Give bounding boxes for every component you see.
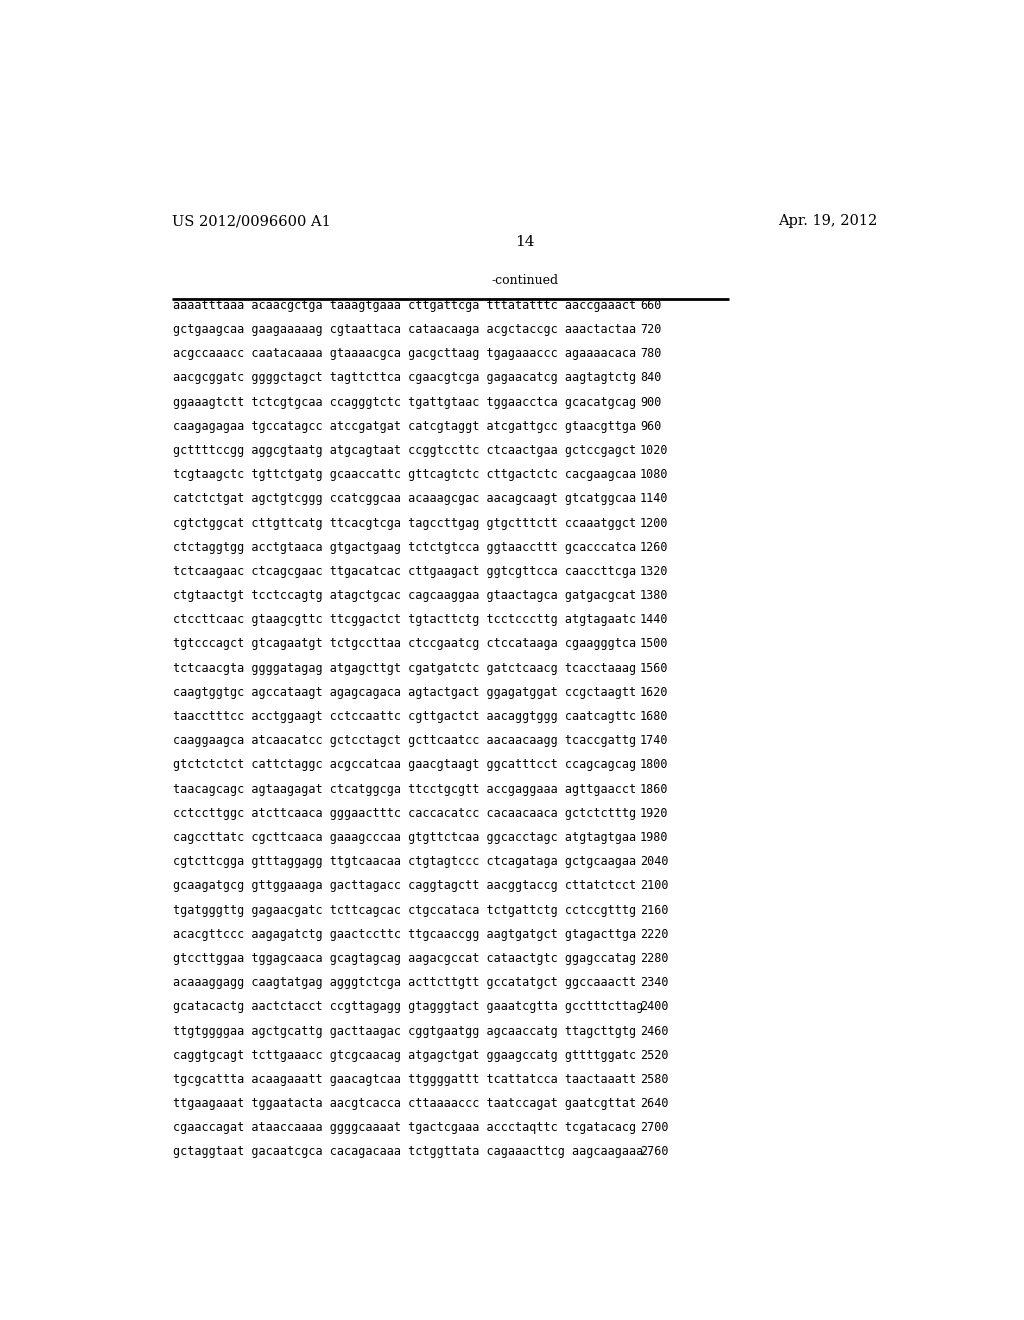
Text: 1680: 1680 [640, 710, 669, 723]
Text: ggaaagtctt tctcgtgcaa ccagggtctc tgattgtaac tggaacctca gcacatgcag: ggaaagtctt tctcgtgcaa ccagggtctc tgattgt… [173, 396, 636, 409]
Text: acgccaaacc caatacaaaa gtaaaacgca gacgcttaag tgagaaaccc agaaaacaca: acgccaaacc caatacaaaa gtaaaacgca gacgctt… [173, 347, 636, 360]
Text: caggtgcagt tcttgaaacc gtcgcaacag atgagctgat ggaagccatg gttttggatc: caggtgcagt tcttgaaacc gtcgcaacag atgagct… [173, 1048, 636, 1061]
Text: -continued: -continued [492, 275, 558, 288]
Text: tcgtaagctc tgttctgatg gcaaccattc gttcagtctc cttgactctc cacgaagcaa: tcgtaagctc tgttctgatg gcaaccattc gttcagt… [173, 469, 636, 482]
Text: 840: 840 [640, 371, 662, 384]
Text: 2220: 2220 [640, 928, 669, 941]
Text: cagccttatc cgcttcaaca gaaagcccaa gtgttctcaa ggcacctagc atgtagtgaa: cagccttatc cgcttcaaca gaaagcccaa gtgttct… [173, 832, 636, 843]
Text: caagagagaa tgccatagcc atccgatgat catcgtaggt atcgattgcc gtaacgttga: caagagagaa tgccatagcc atccgatgat catcgta… [173, 420, 636, 433]
Text: 2700: 2700 [640, 1121, 669, 1134]
Text: tgcgcattta acaagaaatt gaacagtcaa ttggggattt tcattatcca taactaaatt: tgcgcattta acaagaaatt gaacagtcaa ttgggga… [173, 1073, 636, 1086]
Text: 14: 14 [515, 235, 535, 248]
Text: cctccttggc atcttcaaca gggaactttc caccacatcc cacaacaaca gctctctttg: cctccttggc atcttcaaca gggaactttc caccaca… [173, 807, 636, 820]
Text: 1200: 1200 [640, 516, 669, 529]
Text: aacgcggatc ggggctagct tagttcttca cgaacgtcga gagaacatcg aagtagtctg: aacgcggatc ggggctagct tagttcttca cgaacgt… [173, 371, 636, 384]
Text: ttgaagaaat tggaatacta aacgtcacca cttaaaaccc taatccagat gaatcgttat: ttgaagaaat tggaatacta aacgtcacca cttaaaa… [173, 1097, 636, 1110]
Text: gcaagatgcg gttggaaaga gacttagacc caggtagctt aacggtaccg cttatctcct: gcaagatgcg gttggaaaga gacttagacc caggtag… [173, 879, 636, 892]
Text: 1380: 1380 [640, 589, 669, 602]
Text: 900: 900 [640, 396, 662, 409]
Text: ttgtggggaa agctgcattg gacttaagac cggtgaatgg agcaaccatg ttagcttgtg: ttgtggggaa agctgcattg gacttaagac cggtgaa… [173, 1024, 636, 1038]
Text: 1920: 1920 [640, 807, 669, 820]
Text: 1080: 1080 [640, 469, 669, 482]
Text: aaaatttaaa acaacgctga taaagtgaaa cttgattcga tttatatttc aaccgaaact: aaaatttaaa acaacgctga taaagtgaaa cttgatt… [173, 298, 636, 312]
Text: Apr. 19, 2012: Apr. 19, 2012 [778, 214, 878, 228]
Text: 1440: 1440 [640, 614, 669, 626]
Text: tctcaagaac ctcagcgaac ttgacatcac cttgaagact ggtcgttcca caaccttcga: tctcaagaac ctcagcgaac ttgacatcac cttgaag… [173, 565, 636, 578]
Text: 1500: 1500 [640, 638, 669, 651]
Text: 780: 780 [640, 347, 662, 360]
Text: 1620: 1620 [640, 686, 669, 698]
Text: 1860: 1860 [640, 783, 669, 796]
Text: cgtctggcat cttgttcatg ttcacgtcga tagccttgag gtgctttctt ccaaatggct: cgtctggcat cttgttcatg ttcacgtcga tagcctt… [173, 516, 636, 529]
Text: caagtggtgc agccataagt agagcagaca agtactgact ggagatggat ccgctaagtt: caagtggtgc agccataagt agagcagaca agtactg… [173, 686, 636, 698]
Text: 1140: 1140 [640, 492, 669, 506]
Text: 2400: 2400 [640, 1001, 669, 1014]
Text: ctctaggtgg acctgtaaca gtgactgaag tctctgtcca ggtaaccttt gcacccatca: ctctaggtgg acctgtaaca gtgactgaag tctctgt… [173, 541, 636, 553]
Text: 960: 960 [640, 420, 662, 433]
Text: tctcaacgta ggggatagag atgagcttgt cgatgatctc gatctcaacg tcacctaaag: tctcaacgta ggggatagag atgagcttgt cgatgat… [173, 661, 636, 675]
Text: 1740: 1740 [640, 734, 669, 747]
Text: caaggaagca atcaacatcc gctcctagct gcttcaatcc aacaacaagg tcaccgattg: caaggaagca atcaacatcc gctcctagct gcttcaa… [173, 734, 636, 747]
Text: tgatgggttg gagaacgatc tcttcagcac ctgccataca tctgattctg cctccgtttg: tgatgggttg gagaacgatc tcttcagcac ctgccat… [173, 904, 636, 916]
Text: gctaggtaat gacaatcgca cacagacaaa tctggttata cagaaacttcg aagcaagaaa: gctaggtaat gacaatcgca cacagacaaa tctggtt… [173, 1146, 643, 1159]
Text: ctccttcaac gtaagcgttc ttcggactct tgtacttctg tcctcccttg atgtagaatc: ctccttcaac gtaagcgttc ttcggactct tgtactt… [173, 614, 636, 626]
Text: 1800: 1800 [640, 759, 669, 771]
Text: acaaaggagg caagtatgag agggtctcga acttcttgtt gccatatgct ggccaaactt: acaaaggagg caagtatgag agggtctcga acttctt… [173, 977, 636, 989]
Text: 2040: 2040 [640, 855, 669, 869]
Text: 2280: 2280 [640, 952, 669, 965]
Text: gctgaagcaa gaagaaaaag cgtaattaca cataacaaga acgctaccgc aaactactaa: gctgaagcaa gaagaaaaag cgtaattaca cataaca… [173, 323, 636, 337]
Text: ctgtaactgt tcctccagtg atagctgcac cagcaaggaa gtaactagca gatgacgcat: ctgtaactgt tcctccagtg atagctgcac cagcaag… [173, 589, 636, 602]
Text: 2340: 2340 [640, 977, 669, 989]
Text: 720: 720 [640, 323, 662, 337]
Text: 2520: 2520 [640, 1048, 669, 1061]
Text: cgtcttcgga gtttaggagg ttgtcaacaa ctgtagtccc ctcagataga gctgcaagaa: cgtcttcgga gtttaggagg ttgtcaacaa ctgtagt… [173, 855, 636, 869]
Text: 2100: 2100 [640, 879, 669, 892]
Text: acacgttccc aagagatctg gaactccttc ttgcaaccgg aagtgatgct gtagacttga: acacgttccc aagagatctg gaactccttc ttgcaac… [173, 928, 636, 941]
Text: 2580: 2580 [640, 1073, 669, 1086]
Text: 2460: 2460 [640, 1024, 669, 1038]
Text: 1020: 1020 [640, 444, 669, 457]
Text: 2160: 2160 [640, 904, 669, 916]
Text: catctctgat agctgtcggg ccatcggcaa acaaagcgac aacagcaagt gtcatggcaa: catctctgat agctgtcggg ccatcggcaa acaaagc… [173, 492, 636, 506]
Text: 1980: 1980 [640, 832, 669, 843]
Text: taacctttcc acctggaagt cctccaattc cgttgactct aacaggtggg caatcagttc: taacctttcc acctggaagt cctccaattc cgttgac… [173, 710, 636, 723]
Text: 1320: 1320 [640, 565, 669, 578]
Text: gtctctctct cattctaggc acgccatcaa gaacgtaagt ggcatttcct ccagcagcag: gtctctctct cattctaggc acgccatcaa gaacgta… [173, 759, 636, 771]
Text: gcatacactg aactctacct ccgttagagg gtagggtact gaaatcgtta gcctttcttag: gcatacactg aactctacct ccgttagagg gtagggt… [173, 1001, 643, 1014]
Text: US 2012/0096600 A1: US 2012/0096600 A1 [172, 214, 331, 228]
Text: tgtcccagct gtcagaatgt tctgccttaa ctccgaatcg ctccataaga cgaagggtca: tgtcccagct gtcagaatgt tctgccttaa ctccgaa… [173, 638, 636, 651]
Text: cgaaccagat ataaccaaaa ggggcaaaat tgactcgaaa accctaqttc tcgatacacg: cgaaccagat ataaccaaaa ggggcaaaat tgactcg… [173, 1121, 636, 1134]
Text: 2760: 2760 [640, 1146, 669, 1159]
Text: 2640: 2640 [640, 1097, 669, 1110]
Text: 1560: 1560 [640, 661, 669, 675]
Text: 1260: 1260 [640, 541, 669, 553]
Text: taacagcagc agtaagagat ctcatggcga ttcctgcgtt accgaggaaa agttgaacct: taacagcagc agtaagagat ctcatggcga ttcctgc… [173, 783, 636, 796]
Text: gtccttggaa tggagcaaca gcagtagcag aagacgccat cataactgtc ggagccatag: gtccttggaa tggagcaaca gcagtagcag aagacgc… [173, 952, 636, 965]
Text: gcttttccgg aggcgtaatg atgcagtaat ccggtccttc ctcaactgaa gctccgagct: gcttttccgg aggcgtaatg atgcagtaat ccggtcc… [173, 444, 636, 457]
Text: 660: 660 [640, 298, 662, 312]
